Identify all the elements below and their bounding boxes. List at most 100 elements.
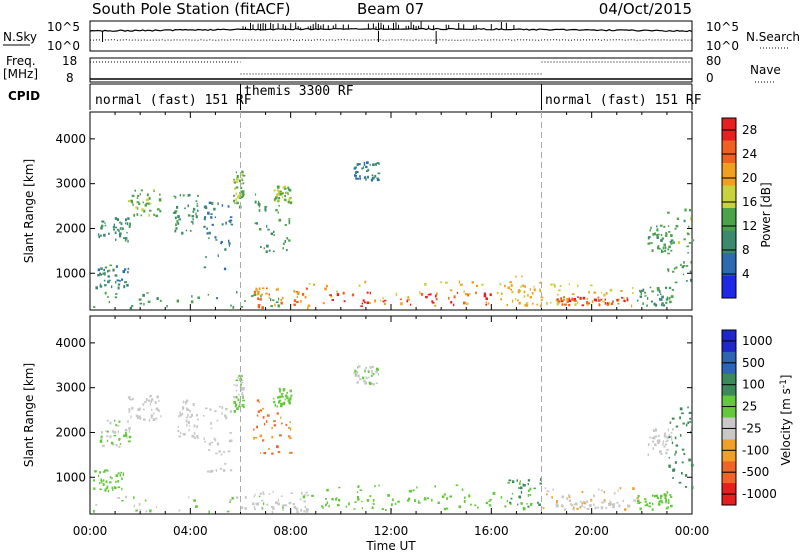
echo-cell (604, 298, 606, 301)
echo-cell (121, 487, 123, 491)
echo-cell (325, 498, 327, 500)
echo-cell (288, 188, 292, 192)
echo-cell (407, 298, 410, 301)
echo-cell (253, 508, 257, 511)
echo-cell (206, 227, 208, 230)
echo-cell (674, 436, 677, 440)
echo-cell (583, 506, 586, 509)
echo-cell (511, 299, 514, 303)
echo-cell (665, 301, 668, 304)
echo-cell (99, 283, 102, 287)
echo-cell (365, 177, 367, 181)
echo-cell (274, 403, 276, 407)
echo-cell (130, 415, 132, 419)
echo-cell (523, 484, 526, 487)
echo-cell (270, 232, 274, 235)
echo-cell (509, 502, 512, 505)
echo-cell (685, 474, 688, 477)
echo-cell (597, 296, 600, 299)
echo-cell (121, 278, 124, 281)
echo-cell (652, 233, 655, 236)
echo-cell (449, 289, 453, 292)
echo-cell (483, 292, 486, 295)
echo-cell (616, 501, 619, 504)
echo-cell (366, 291, 369, 294)
echo-cell (235, 395, 238, 399)
echo-cell (159, 209, 162, 213)
echo-cell (664, 246, 667, 249)
y-tick-label: 3000 (55, 177, 86, 191)
echo-cell (133, 504, 135, 508)
echo-cell (546, 301, 548, 305)
echo-cell (660, 293, 662, 295)
echo-cell (114, 419, 116, 422)
echo-cell (460, 283, 463, 286)
echo-cell (113, 228, 116, 231)
echo-cell (285, 199, 287, 202)
echo-cell (288, 427, 291, 429)
echo-cell (668, 296, 671, 300)
echo-cell (229, 432, 232, 434)
echo-cell (104, 291, 107, 295)
echo-cell (526, 294, 529, 297)
echo-cell (124, 428, 128, 432)
echo-cell (656, 234, 659, 237)
echo-cell (431, 301, 435, 304)
echo-cell (273, 189, 276, 192)
echo-cell (564, 303, 567, 306)
echo-cell (138, 298, 142, 301)
echo-cell (687, 421, 690, 424)
echo-cell (617, 302, 620, 305)
colorbar-tick-label: -500 (742, 465, 769, 479)
echo-cell (94, 470, 97, 473)
echo-cell (686, 245, 689, 248)
echo-cell (671, 428, 674, 431)
echo-cell (568, 304, 571, 307)
echo-cell (254, 193, 257, 196)
echo-cell (555, 298, 558, 302)
echo-cell (135, 509, 138, 512)
echo-cell (143, 209, 146, 213)
echo-cell (158, 409, 160, 412)
echo-cell (335, 497, 338, 499)
echo-cell (485, 304, 488, 306)
echo-cell (275, 288, 278, 291)
echo-cell (434, 294, 437, 298)
echo-cell (576, 507, 579, 510)
echo-cell (254, 200, 257, 204)
echo-cell (278, 399, 282, 402)
echo-cell (356, 177, 360, 180)
echo-cell (301, 292, 305, 296)
echo-cell (632, 487, 635, 490)
echo-cell (325, 503, 327, 507)
echo-cell (130, 200, 133, 203)
echo-cell (582, 501, 586, 504)
echo-cell (144, 204, 147, 207)
echo-cell (361, 167, 363, 170)
time-axis-label: Time UT (365, 539, 416, 553)
echo-cell (156, 297, 159, 300)
echo-cell (288, 401, 291, 405)
echo-cell (241, 177, 243, 179)
echo-cell (617, 298, 620, 301)
echo-cell (604, 302, 606, 305)
echo-cell (114, 296, 118, 299)
echo-cell (240, 381, 242, 384)
echo-cell (500, 496, 503, 499)
echo-cell (356, 371, 359, 374)
echo-cell (358, 374, 360, 377)
echo-cell (573, 298, 576, 301)
echo-cell (256, 425, 258, 429)
echo-cell (358, 485, 360, 487)
echo-cell (675, 425, 679, 428)
echo-cell (97, 474, 100, 477)
echo-cell (268, 448, 270, 450)
echo-cell (527, 505, 530, 508)
echo-cell (687, 233, 690, 236)
velocity-ylabel: Slant Range [km] (22, 363, 36, 467)
echo-cell (225, 408, 228, 411)
echo-cell (207, 470, 210, 473)
echo-cell (518, 487, 520, 489)
echo-cell (606, 302, 608, 304)
echo-cell (656, 233, 660, 236)
